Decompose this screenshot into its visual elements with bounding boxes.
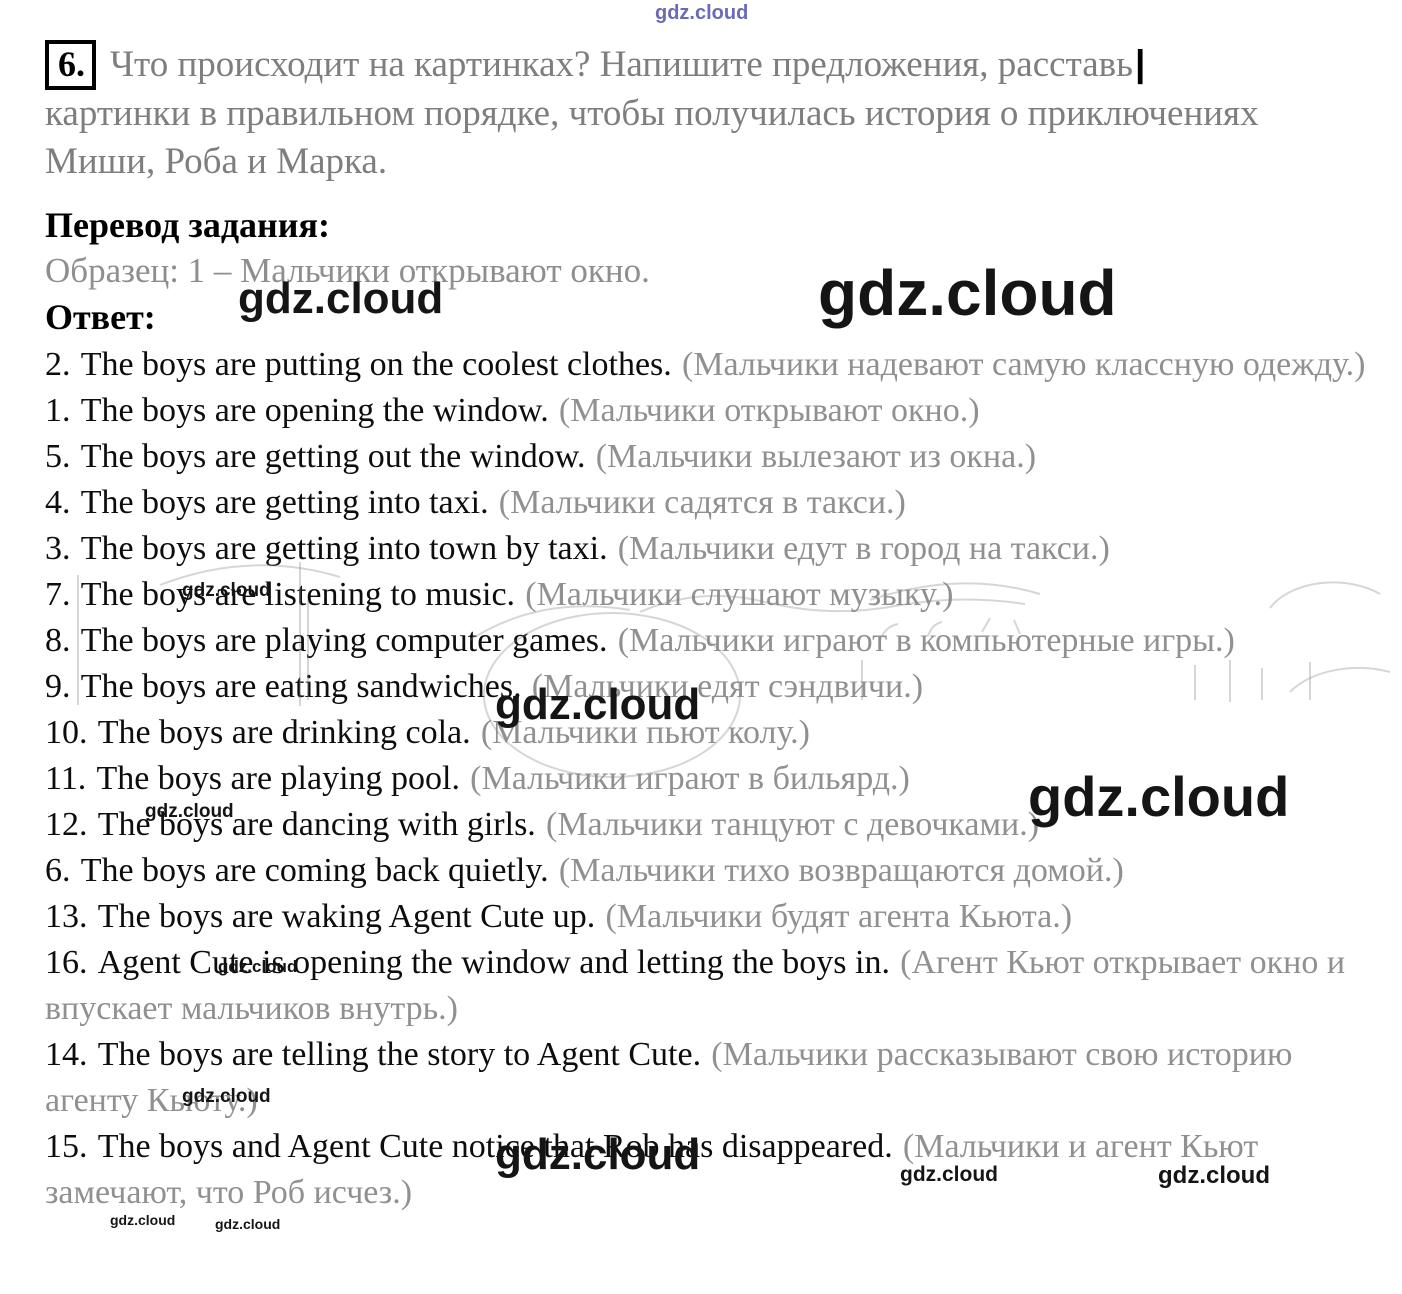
cursor-mark: |	[1134, 43, 1146, 84]
translation-heading: Перевод задания:	[45, 205, 330, 245]
answer-russian: (Мальчики играют в компьютерные игры.)	[617, 622, 1235, 659]
task-line-1: 6. Что происходит на картинках? Напишите …	[45, 40, 1377, 90]
answer-english: The boys are listening to music.	[80, 576, 516, 613]
answer-english: The boys are playing pool.	[96, 760, 460, 797]
answer-english: The boys are getting into town by taxi.	[80, 530, 608, 567]
answer-number: 1.	[45, 392, 71, 429]
answer-english: The boys are eating sandwiches.	[80, 668, 522, 705]
answer-item: 15. The boys and Agent Cute notice that R…	[45, 1124, 1377, 1216]
answer-number: 15.	[45, 1128, 88, 1165]
answer-russian: (Мальчики и агент Кьют замечают, что Роб…	[45, 1128, 1259, 1211]
answer-item: 8. The boys are playing computer games. (М…	[45, 618, 1377, 664]
answer-english: The boys are getting out the window.	[80, 438, 586, 475]
answer-english: The boys and Agent Cute notice that Rob …	[97, 1128, 893, 1165]
answer-russian: (Мальчики едут в город на такси.)	[617, 530, 1110, 567]
answer-russian: (Агент Кьют открывает окно и впускает ма…	[45, 944, 1346, 1027]
answer-number: 5.	[45, 438, 71, 475]
answer-number: 6.	[45, 852, 71, 889]
answer-item: 2. The boys are putting on the coolest cl…	[45, 342, 1377, 388]
answer-item: 4. The boys are getting into taxi. (Мальчи…	[45, 480, 1377, 526]
answer-russian: (Мальчики вылезают из окна.)	[595, 438, 1037, 475]
answer-item: 12. The boys are dancing with girls. (Маль…	[45, 802, 1377, 848]
answer-english: The boys are playing computer games.	[80, 622, 608, 659]
answer-english: The boys are getting into taxi.	[80, 484, 489, 521]
answer-item: 10. The boys are drinking cola. (Мальчики …	[45, 710, 1377, 756]
answer-english: The boys are waking Agent Cute up.	[97, 898, 596, 935]
answer-item: 5. The boys are getting out the window. (М…	[45, 434, 1377, 480]
answer-english: Agent Cute is opening the window and let…	[97, 944, 890, 981]
answer-english: The boys are putting on the coolest clot…	[80, 346, 672, 383]
answer-number: 12.	[45, 806, 88, 843]
answer-english: The boys are drinking cola.	[97, 714, 471, 751]
sample-line: Образец: 1 – Мальчики открывают окно.	[45, 251, 650, 290]
answer-item: 11. The boys are playing pool. (Мальчики и…	[45, 756, 1377, 802]
answer-number: 2.	[45, 346, 71, 383]
answer-russian: (Мальчики тихо возвращаются домой.)	[558, 852, 1124, 889]
answer-number: 3.	[45, 530, 71, 567]
answer-english: The boys are telling the story to Agent …	[97, 1036, 702, 1073]
answer-number: 13.	[45, 898, 88, 935]
answer-number: 8.	[45, 622, 71, 659]
answer-number: 7.	[45, 576, 71, 613]
answer-english: The boys are opening the window.	[80, 392, 549, 429]
task-line-2: картинки в правильном порядке, чтобы пол…	[45, 93, 1259, 134]
answer-russian: (Мальчики рассказывают свою историю аген…	[45, 1036, 1293, 1119]
answer-item: 3. The boys are getting into town by taxi…	[45, 526, 1377, 572]
watermark-gdz-top: gdz.cloud	[655, 2, 749, 24]
answer-item: 7. The boys are listening to music. (Мальч…	[45, 572, 1377, 618]
answer-russian: (Мальчики танцуют с девочками.)	[546, 806, 1040, 843]
answer-number: 10.	[45, 714, 88, 751]
answer-number: 9.	[45, 668, 71, 705]
answer-russian: (Мальчики пьют колу.)	[480, 714, 810, 751]
answer-english: The boys are dancing with girls.	[97, 806, 536, 843]
answer-number: 14.	[45, 1036, 88, 1073]
task-block: 6. Что происходит на картинках? Напишите …	[45, 40, 1377, 186]
answer-item: 14. The boys are telling the story to Age…	[45, 1032, 1377, 1124]
watermark-gdz-small-8: gdz.cloud	[215, 1216, 281, 1232]
answer-russian: (Мальчики играют в бильярд.)	[470, 760, 910, 797]
task-line-3: Миши, Роба и Марка.	[45, 141, 388, 182]
answer-russian: (Мальчики слушают музыку.)	[525, 576, 954, 613]
answer-heading: Ответ:	[45, 297, 156, 337]
answer-russian: (Мальчики открывают окно.)	[558, 392, 980, 429]
answer-russian: (Мальчики садятся в такси.)	[498, 484, 906, 521]
answer-item: 13. The boys are waking Agent Cute up. (Ма…	[45, 894, 1377, 940]
answer-russian: (Мальчики надевают самую классную одежду…	[681, 346, 1366, 383]
answer-item: 16. Agent Cute is opening the window and …	[45, 940, 1377, 1032]
answer-item: 1. The boys are opening the window. (Мальч…	[45, 388, 1377, 434]
task-text-line1: Что происходит на картинках? Напишите пр…	[110, 44, 1133, 85]
task-number-badge: 6.	[45, 40, 96, 90]
answer-item: 9. The boys are eating sandwiches. (Мальчи…	[45, 664, 1377, 710]
answer-english: The boys are coming back quietly.	[80, 852, 549, 889]
answers-list: 2. The boys are putting on the coolest cl…	[45, 342, 1377, 1216]
answer-number: 4.	[45, 484, 71, 521]
answer-number: 16.	[45, 944, 88, 981]
answer-number: 11.	[45, 760, 87, 797]
answer-item: 6. The boys are coming back quietly. (Маль…	[45, 848, 1377, 894]
answer-russian: (Мальчики едят сэндвичи.)	[531, 668, 924, 705]
answer-russian: (Мальчики будят агента Кьюта.)	[605, 898, 1073, 935]
